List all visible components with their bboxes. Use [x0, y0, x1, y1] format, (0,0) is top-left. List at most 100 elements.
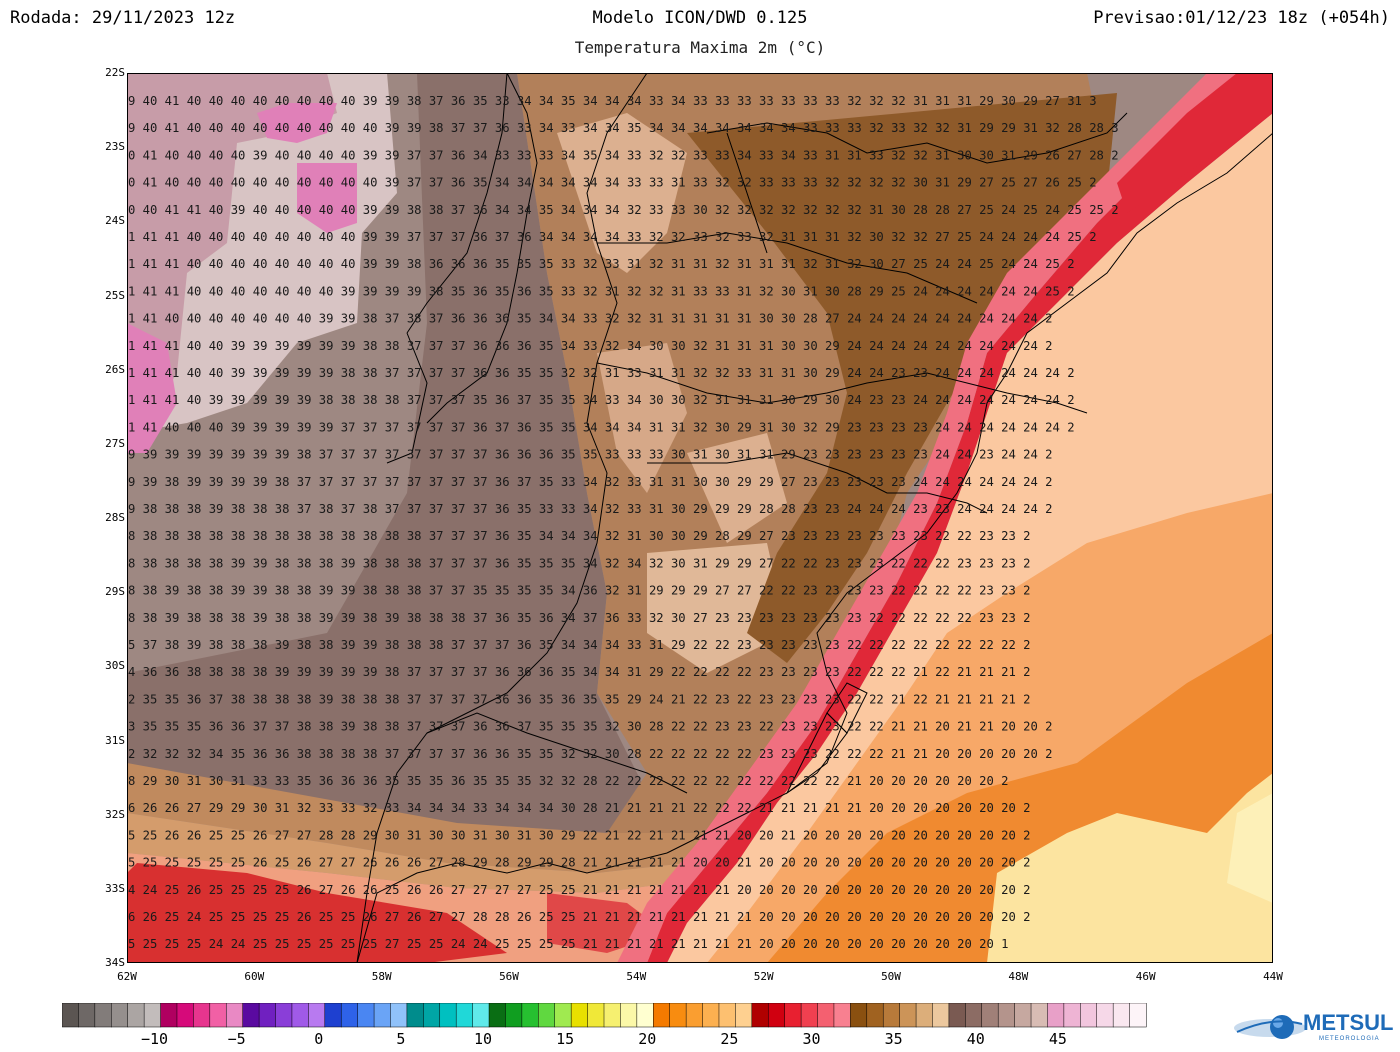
- longitude-label: 48W: [1008, 970, 1029, 983]
- colorbar-swatch: [111, 1003, 129, 1028]
- colorbar-swatch: [915, 1003, 934, 1028]
- colorbar-label: 35: [884, 1030, 903, 1048]
- zone-41-pink-3: [297, 163, 357, 233]
- longitude-label: 46W: [1135, 970, 1156, 983]
- colorbar-swatch: [1080, 1003, 1098, 1028]
- colorbar-swatch: [209, 1003, 227, 1028]
- latitude-label: 31S: [105, 733, 125, 747]
- colorbar-swatch: [702, 1003, 720, 1028]
- zone-32-band: [127, 763, 707, 873]
- temperature-row: 9 40 41 40 40 40 40 40 40 40 40 40 39 39…: [128, 121, 1119, 135]
- temperature-row: 1 41 41 40 40 40 40 40 40 40 40 39 39 38…: [128, 257, 1075, 271]
- colorbar-swatch: [685, 1003, 704, 1028]
- colorbar-swatch: [1030, 1003, 1049, 1028]
- colorbar-swatch: [505, 1003, 523, 1028]
- zone-41-pink: [127, 323, 177, 453]
- colorbar-swatch: [538, 1003, 556, 1028]
- temperature-row: 8 38 39 38 38 39 39 38 38 39 39 38 38 38…: [128, 584, 1031, 598]
- longitude-label: 58W: [371, 970, 392, 983]
- colorbar-swatch: [866, 1003, 884, 1028]
- temperature-row: 9 40 41 40 40 40 40 40 40 40 40 39 39 38…: [128, 94, 1097, 108]
- colorbar-swatch: [735, 1003, 753, 1028]
- temperature-row: 1 41 41 40 40 40 40 40 40 40 39 39 39 39…: [128, 284, 1075, 298]
- colorbar-swatch: [1129, 1003, 1147, 1028]
- zone-35-light-1: [557, 113, 687, 273]
- temperature-row: 5 25 26 26 25 25 26 27 27 28 28 29 30 31…: [128, 828, 1031, 842]
- temperature-row: 6 26 26 27 29 29 30 31 32 33 33 32 33 34…: [128, 801, 1031, 815]
- colorbar-swatch: [833, 1003, 851, 1028]
- temperature-row: 1 41 41 40 39 39 39 39 39 38 38 38 38 37…: [128, 393, 1075, 407]
- latitude-label: 28S: [105, 511, 125, 524]
- temperature-row: 0 41 40 40 40 40 39 40 40 40 40 39 39 37…: [128, 148, 1119, 162]
- colorbar-swatch: [800, 1003, 819, 1028]
- colorbar-swatch: [488, 1003, 506, 1028]
- coastal-red-band: [647, 73, 1273, 963]
- temperature-row: 8 29 30 31 30 31 33 33 35 36 36 36 35 35…: [128, 774, 1009, 788]
- colorbar-swatch: [1014, 1003, 1032, 1028]
- colorbar-swatch: [242, 1003, 260, 1028]
- latitude-label: 23S: [105, 140, 125, 154]
- latitude-label: 30S: [105, 659, 125, 673]
- forecast-time-label: Previsao:01/12/23 18z (+054h): [1093, 8, 1390, 28]
- temperature-row: 5 37 38 39 38 38 38 39 38 38 39 39 38 38…: [128, 638, 1031, 652]
- latitude-label: 27S: [105, 436, 125, 450]
- temperature-row: 9 39 39 39 39 39 39 39 38 37 37 37 37 37…: [128, 448, 1053, 462]
- zone-37: [127, 73, 667, 843]
- model-title: Modelo ICON/DWD 0.125: [592, 8, 808, 28]
- colorbar-label: 20: [638, 1030, 657, 1048]
- colorbar-swatch: [373, 1003, 392, 1028]
- colorbar-label: 30: [802, 1030, 821, 1048]
- temperature-row: 4 24 25 26 25 25 25 25 26 27 26 26 25 26…: [128, 883, 1031, 897]
- temperature-row: 8 38 38 38 38 38 38 38 38 38 38 38 38 38…: [128, 529, 1031, 543]
- zone-30-band: [127, 813, 687, 893]
- zone-41-pink-2: [257, 103, 337, 143]
- colorbar-swatch: [718, 1003, 736, 1028]
- colorbar-swatch: [767, 1003, 786, 1028]
- temperature-row: 2 35 35 36 37 38 38 38 38 39 38 38 38 37…: [128, 692, 1031, 706]
- colorbar-swatch: [340, 1003, 359, 1028]
- temperature-row: 9 38 38 38 39 38 38 38 37 38 37 38 37 37…: [128, 502, 1053, 516]
- colorbar-swatch: [275, 1003, 293, 1028]
- colorbar-swatch: [587, 1003, 605, 1028]
- temperature-row: 1 41 41 40 40 39 39 39 39 39 38 38 37 37…: [128, 366, 1075, 380]
- temperature-row: 9 39 38 39 39 39 39 38 37 37 37 37 37 37…: [128, 475, 1053, 489]
- colorbar-swatch: [899, 1003, 917, 1028]
- colorbar-swatch: [176, 1003, 194, 1028]
- colorbar-swatch: [850, 1003, 868, 1028]
- latitude-label: 29S: [105, 585, 125, 599]
- zone-31-33: [687, 93, 1117, 663]
- variable-title: Temperatura Maxima 2m (°C): [574, 38, 826, 57]
- temperature-row: 8 38 38 38 38 39 39 38 38 38 39 38 38 38…: [128, 556, 1031, 570]
- colorbar-swatch: [472, 1003, 490, 1028]
- latitude-label: 24S: [105, 214, 125, 228]
- latitude-label: 26S: [105, 362, 125, 376]
- ocean-20: [987, 773, 1273, 963]
- longitude-label: 54W: [626, 970, 647, 983]
- zone-35-light-4: [647, 543, 787, 673]
- colorbar-label: 10: [473, 1030, 493, 1048]
- colorbar-label: 40: [966, 1030, 985, 1048]
- colorbar-label: 5: [396, 1030, 406, 1048]
- temperature-values: 9 40 41 40 40 40 40 40 40 40 40 39 39 38…: [128, 94, 1119, 951]
- colorbar-swatch: [308, 1003, 326, 1028]
- latitude-label: 32S: [105, 807, 125, 821]
- latitude-label: 22S: [105, 66, 125, 79]
- colorbar-swatch: [62, 1003, 79, 1028]
- zone-35-light-3: [687, 433, 787, 543]
- temperature-row: 5 25 25 25 25 25 26 25 26 27 27 26 26 26…: [128, 856, 1031, 870]
- colorbar-label: −5: [227, 1030, 246, 1048]
- colorbar-swatch: [882, 1003, 901, 1028]
- colorbar-swatch: [258, 1003, 277, 1028]
- logo-tagline: METEOROLOGIA: [1319, 1036, 1380, 1042]
- map-frame: [127, 73, 1273, 963]
- colorbar-swatch: [291, 1003, 309, 1028]
- temperature-row: 6 26 25 24 25 25 25 25 26 25 25 26 27 26…: [128, 910, 1031, 924]
- colorbar-swatch: [423, 1003, 441, 1028]
- colorbar-swatch: [357, 1003, 375, 1028]
- longitude-label: 52W: [753, 970, 774, 983]
- run-time-label: Rodada: 29/11/2023 12z: [10, 8, 236, 28]
- temperature-row: 1 41 41 40 40 39 39 39 39 39 39 38 38 37…: [128, 339, 1053, 353]
- colorbar-swatch: [160, 1003, 178, 1028]
- colorbar-label: 45: [1048, 1030, 1067, 1048]
- zone-41-shade: [127, 73, 337, 453]
